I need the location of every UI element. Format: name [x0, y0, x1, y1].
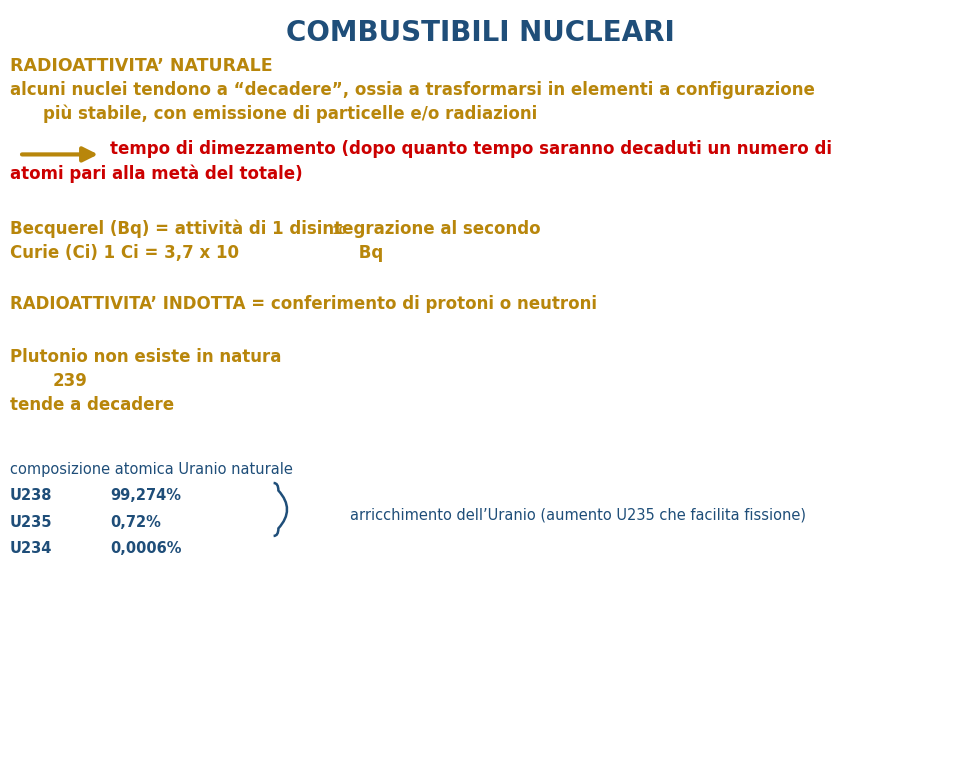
Text: Bq: Bq — [353, 244, 384, 262]
Text: 239: 239 — [53, 372, 87, 391]
Text: atomi pari alla metà del totale): atomi pari alla metà del totale) — [10, 164, 302, 182]
Text: 99,274%: 99,274% — [110, 488, 181, 503]
Text: Plutonio non esiste in natura: Plutonio non esiste in natura — [10, 348, 281, 366]
Text: 0,0006%: 0,0006% — [110, 541, 181, 556]
Text: U238: U238 — [10, 488, 52, 503]
Text: Curie (Ci) 1 Ci = 3,7 x 10: Curie (Ci) 1 Ci = 3,7 x 10 — [10, 244, 239, 262]
Text: 0,72%: 0,72% — [110, 515, 161, 530]
Text: RADIOATTIVITA’ NATURALE: RADIOATTIVITA’ NATURALE — [10, 57, 273, 75]
Text: U234: U234 — [10, 541, 52, 556]
Text: Becquerel (Bq) = attività di 1 disintegrazione al secondo: Becquerel (Bq) = attività di 1 disintegr… — [10, 220, 540, 238]
Text: RADIOATTIVITA’ INDOTTA = conferimento di protoni o neutroni: RADIOATTIVITA’ INDOTTA = conferimento di… — [10, 295, 596, 313]
Text: COMBUSTIBILI NUCLEARI: COMBUSTIBILI NUCLEARI — [286, 19, 674, 47]
Text: U235: U235 — [10, 515, 52, 530]
Text: arricchimento dell’Uranio (aumento U235 che facilita fissione): arricchimento dell’Uranio (aumento U235 … — [350, 507, 806, 522]
Text: più stabile, con emissione di particelle e/o radiazioni: più stabile, con emissione di particelle… — [43, 104, 538, 123]
Text: alcuni nuclei tendono a “decadere”, ossia a trasformarsi in elementi a configura: alcuni nuclei tendono a “decadere”, ossi… — [10, 81, 814, 99]
Text: tende a decadere: tende a decadere — [10, 396, 174, 414]
Text: 10: 10 — [332, 226, 348, 236]
Text: composizione atomica Uranio naturale: composizione atomica Uranio naturale — [10, 462, 293, 477]
Text: tempo di dimezzamento (dopo quanto tempo saranno decaduti un numero di: tempo di dimezzamento (dopo quanto tempo… — [110, 140, 832, 158]
